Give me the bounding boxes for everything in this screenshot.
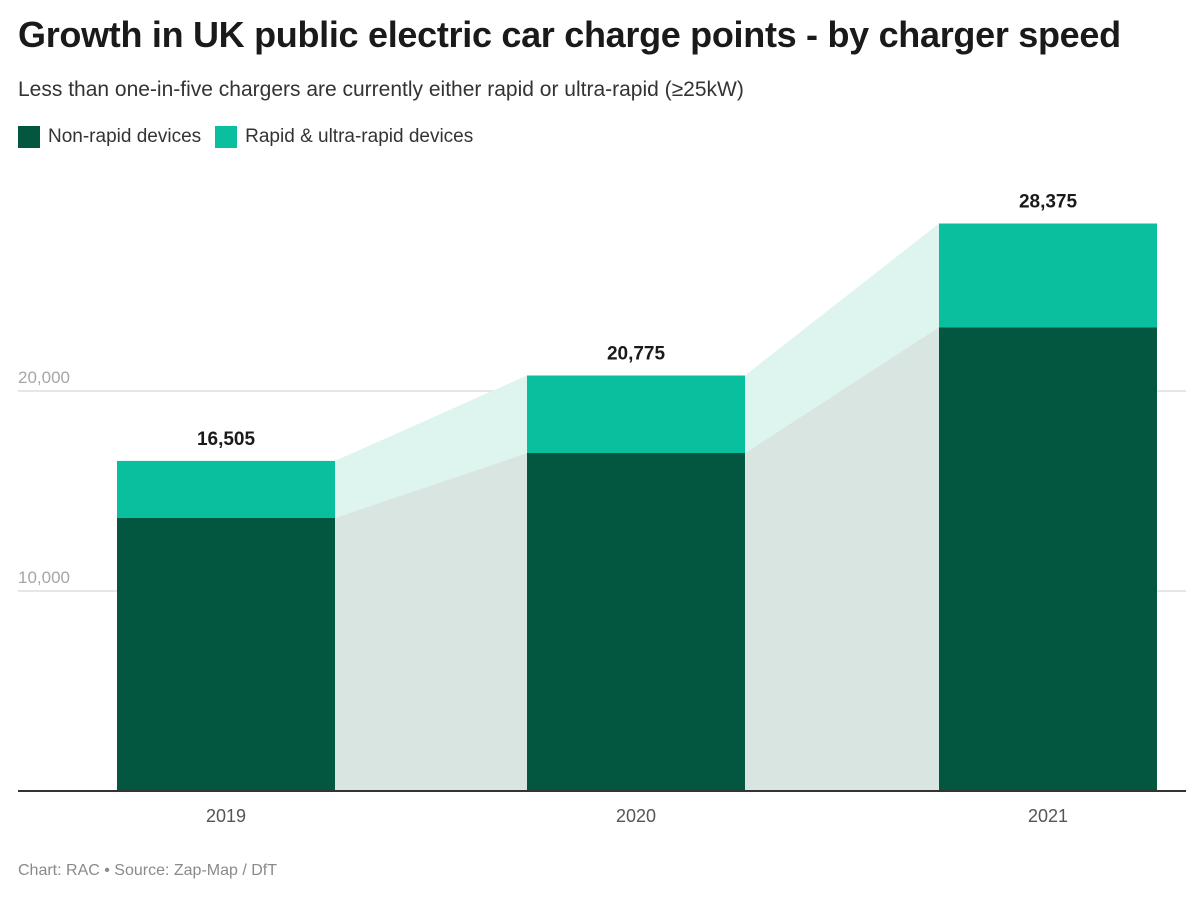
y-tick-label: 10,000 [18, 568, 70, 587]
bar-total-label: 28,375 [1019, 192, 1078, 213]
legend-item-rapid: Rapid & ultra-rapid devices [215, 126, 473, 148]
x-tick-label: 2020 [616, 806, 656, 826]
legend-label-non-rapid: Non-rapid devices [48, 126, 202, 147]
bar-non-rapid [527, 453, 745, 791]
chart-footer: Chart: RAC • Source: Zap-Map / DfT [18, 862, 278, 879]
y-tick-label: 20,000 [18, 368, 70, 387]
bar-rapid [117, 460, 335, 518]
non-rapid-connector-band [745, 327, 939, 791]
legend-item-non-rapid: Non-rapid devices [18, 126, 201, 148]
bar-total-label: 16,505 [197, 429, 256, 450]
legend: Non-rapid devices Rapid & ultra-rapid de… [18, 126, 473, 148]
bar-total-label: 20,775 [607, 344, 666, 365]
rapid-connector-band [335, 375, 527, 518]
rapid-connector-band [745, 223, 939, 453]
bar-rapid [939, 223, 1157, 328]
legend-swatch-rapid [215, 126, 238, 148]
x-tick-label: 2019 [206, 806, 246, 826]
chart-title: Growth in UK public electric car charge … [18, 14, 1121, 55]
legend-swatch-non-rapid [18, 126, 40, 148]
x-tick-label: 2021 [1028, 806, 1068, 826]
bar-non-rapid [117, 518, 335, 791]
chart-subtitle: Less than one-in-five chargers are curre… [18, 78, 744, 101]
bar-non-rapid [939, 327, 1157, 791]
bar-rapid [527, 375, 745, 453]
non-rapid-connector-band [335, 453, 527, 791]
legend-label-rapid: Rapid & ultra-rapid devices [245, 126, 474, 147]
